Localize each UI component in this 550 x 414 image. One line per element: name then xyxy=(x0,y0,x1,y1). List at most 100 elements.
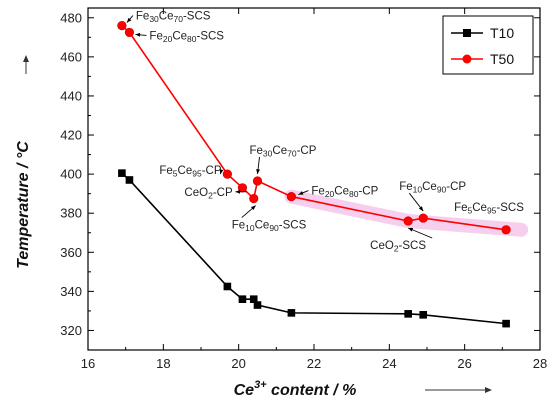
legend: T10 T50 xyxy=(442,15,534,75)
annotation-label-part: CeO xyxy=(184,187,208,199)
y-tick-label: 420 xyxy=(60,128,82,143)
annotation-label-part: 2 xyxy=(208,190,213,200)
annotation-label-part: 90 xyxy=(269,223,279,233)
annotation-label-part: CeO xyxy=(370,240,394,252)
x-tick-label: 20 xyxy=(231,356,245,371)
annotation-label-part: 90 xyxy=(437,185,447,195)
y-tick-label: 400 xyxy=(60,167,82,182)
annotation-arrowhead xyxy=(408,227,414,232)
data-point-t50 xyxy=(286,191,297,202)
annotation-label: CeO2-CP xyxy=(184,187,233,201)
data-point-t50 xyxy=(117,20,127,31)
annotation-label: Fe5Ce95-CP xyxy=(159,165,221,179)
axis-direction-arrows xyxy=(23,55,492,393)
x-tick-label: 24 xyxy=(382,356,396,371)
annotation-label: Fe30Ce70-CP xyxy=(250,145,317,159)
annotation-label-part: Fe xyxy=(136,11,149,23)
annotation-label-part: 95 xyxy=(487,205,497,215)
y-axis-title: Temperature / °C xyxy=(15,141,32,269)
y-tick-label: 460 xyxy=(60,49,82,64)
data-point-t10 xyxy=(287,309,296,317)
annotation-label-part: 20 xyxy=(163,34,173,44)
annotation-label-part: Fe xyxy=(232,220,245,232)
annotation-label-part: -CP xyxy=(213,187,233,199)
annotation-arrowhead xyxy=(219,169,224,175)
annotation-label-part: 70 xyxy=(287,148,297,158)
y-direction-arrowhead xyxy=(23,55,29,62)
annotation-label-part: Fe xyxy=(149,30,162,42)
legend-marker xyxy=(462,54,472,64)
axes: 16 18 20 22 24 26 2832034036038040042044046048… xyxy=(60,7,547,371)
data-point-t10 xyxy=(404,310,412,318)
annotation-label-part: Ce xyxy=(472,202,487,214)
annotation-label: Fe20Ce80-SCS xyxy=(149,30,224,44)
annotation: Fe30Ce70-SCS xyxy=(126,11,211,25)
data-point-t50 xyxy=(418,213,428,223)
annotation-label-part: Ce xyxy=(334,186,349,198)
annotation: Fe5Ce95-CP xyxy=(159,165,224,179)
annotation-label-part: 30 xyxy=(263,148,273,158)
annotation-arrowhead xyxy=(135,32,141,37)
annotation-label-part: 30 xyxy=(149,14,159,24)
annotation-label: Fe10Ce90-CP xyxy=(399,181,466,195)
data-point-t10 xyxy=(223,282,232,291)
annotation: Fe20Ce80-SCS xyxy=(135,30,224,44)
annotation-label-part: Fe xyxy=(399,181,412,193)
data-point-t10 xyxy=(419,311,428,319)
annotation-label-part: 10 xyxy=(413,185,423,195)
annotation-label-part: Fe xyxy=(159,165,172,177)
annotation-label: Fe20Ce80-CP xyxy=(311,186,378,200)
data-point-t50 xyxy=(124,27,135,38)
annotation-label-part: -SCS xyxy=(196,30,224,42)
data-point-t10 xyxy=(253,301,262,309)
annotation-label-part: Fe xyxy=(311,186,324,198)
x-title-part: Ce xyxy=(234,382,255,399)
annotation-label-part: 5 xyxy=(173,169,178,179)
annotation-label: Fe30Ce70-SCS xyxy=(136,11,211,25)
data-point-t10 xyxy=(249,295,258,303)
annotation: Fe10Ce90-SCS xyxy=(232,205,307,234)
y-tick-label: 480 xyxy=(60,10,82,25)
annotation: Fe10Ce90-CP xyxy=(399,181,466,212)
data-point-t10 xyxy=(502,319,510,328)
data-point-t50 xyxy=(222,169,232,179)
x-tick-label: 26 xyxy=(457,356,471,371)
annotation-arrowhead xyxy=(256,169,260,174)
annotation-label-part: 20 xyxy=(325,189,335,199)
annotation-layer: Fe30Ce70-SCSFe20Ce80-SCSFe5Ce95-CPCeO2-C… xyxy=(126,11,524,254)
annotation-label-part: Ce xyxy=(172,30,187,42)
y-tick-label: 340 xyxy=(60,284,82,299)
annotation-label-part: 10 xyxy=(245,223,255,233)
series-t50 xyxy=(117,20,511,235)
annotation-label-part: Ce xyxy=(159,11,174,23)
x-tick-label: 22 xyxy=(307,356,321,371)
annotation-label-part: 80 xyxy=(187,34,197,44)
x-tick-label: 18 xyxy=(156,356,170,371)
annotation-label: Fe10Ce90-SCS xyxy=(232,220,307,234)
data-point-t10 xyxy=(118,169,126,177)
annotation: CeO2-CP xyxy=(184,187,247,201)
legend-label: T10 xyxy=(490,25,514,41)
data-point-t10 xyxy=(125,176,134,184)
annotation-arrowhead xyxy=(298,191,304,195)
annotation-label-part: -SCS xyxy=(183,11,211,23)
data-point-t50 xyxy=(501,225,511,235)
annotation: CeO2-SCS xyxy=(370,227,433,254)
annotation-label-part: -SCS xyxy=(399,240,427,252)
annotation: Fe20Ce80-CP xyxy=(298,186,379,200)
annotation-label-part: -CP xyxy=(297,145,317,157)
x-tick-label: 16 xyxy=(81,356,95,371)
annotation-label-part: 95 xyxy=(192,169,202,179)
x-axis-title: Ce3+ content / % xyxy=(234,379,357,399)
annotation-label-part: Fe xyxy=(250,145,263,157)
annotation-label-part: Ce xyxy=(422,181,437,193)
annotation-label-part: 5 xyxy=(468,205,473,215)
annotation: Fe30Ce70-CP xyxy=(250,145,317,175)
data-point-t50 xyxy=(403,216,413,226)
annotation-label-part: 80 xyxy=(349,189,359,199)
series-layer xyxy=(117,20,511,328)
annotation-label-part: Ce xyxy=(178,165,193,177)
annotation: Fe5Ce95-SCS xyxy=(454,202,524,216)
series-t10 xyxy=(118,169,510,328)
annotation-label-part: -CP xyxy=(358,186,378,198)
